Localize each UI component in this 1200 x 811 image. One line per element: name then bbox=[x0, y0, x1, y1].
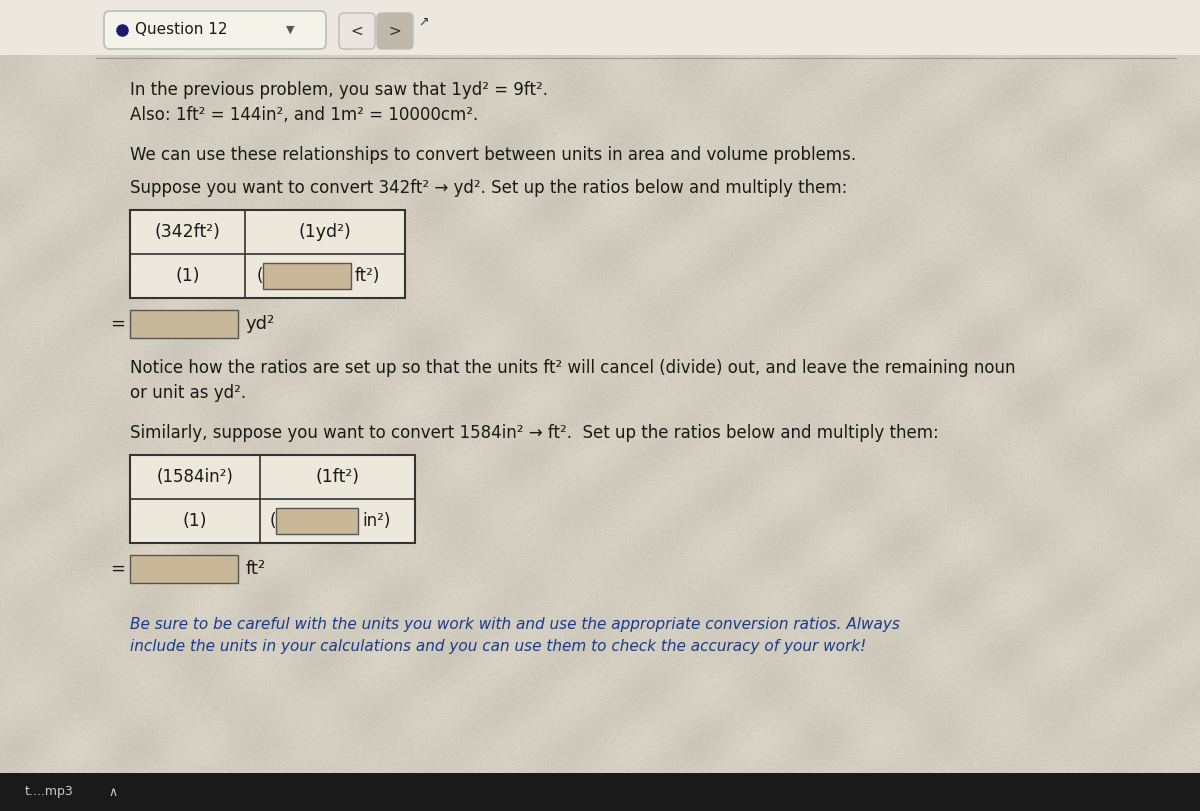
FancyBboxPatch shape bbox=[377, 13, 413, 49]
Text: yd²: yd² bbox=[246, 315, 275, 333]
Text: t....mp3: t....mp3 bbox=[25, 786, 73, 799]
Text: Similarly, suppose you want to convert 1584in² → ft².  Set up the ratios below a: Similarly, suppose you want to convert 1… bbox=[130, 424, 938, 442]
FancyBboxPatch shape bbox=[340, 13, 374, 49]
Text: Question 12: Question 12 bbox=[134, 23, 228, 37]
Text: ▼: ▼ bbox=[286, 25, 294, 35]
Text: ft²: ft² bbox=[246, 560, 266, 578]
Text: (1ft²): (1ft²) bbox=[316, 468, 360, 486]
Text: <: < bbox=[350, 24, 364, 38]
Text: Suppose you want to convert 342ft² → yd². Set up the ratios below and multiply t: Suppose you want to convert 342ft² → yd²… bbox=[130, 179, 847, 197]
Bar bbox=[263, 263, 352, 289]
Text: (1): (1) bbox=[175, 267, 199, 285]
Text: (1): (1) bbox=[182, 512, 208, 530]
Text: >: > bbox=[389, 24, 401, 38]
Text: or unit as yd².: or unit as yd². bbox=[130, 384, 246, 402]
Bar bbox=[0, 0, 1200, 55]
Text: include the units in your calculations and you can use them to check the accurac: include the units in your calculations a… bbox=[130, 638, 866, 654]
Bar bbox=[130, 555, 238, 583]
Text: ft²): ft²) bbox=[355, 267, 380, 285]
Text: =: = bbox=[110, 560, 125, 578]
Bar bbox=[130, 310, 238, 338]
Bar bbox=[0, 773, 1200, 811]
Bar bbox=[276, 508, 358, 534]
Text: Also: 1ft² = 144in², and 1m² = 10000cm².: Also: 1ft² = 144in², and 1m² = 10000cm². bbox=[130, 106, 479, 124]
Text: Be sure to be careful with the units you work with and use the appropriate conve: Be sure to be careful with the units you… bbox=[130, 616, 900, 632]
Text: (1584in²): (1584in²) bbox=[156, 468, 234, 486]
FancyBboxPatch shape bbox=[104, 11, 326, 49]
Text: in²): in²) bbox=[362, 512, 390, 530]
Text: (: ( bbox=[270, 512, 276, 530]
Text: In the previous problem, you saw that 1yd² = 9ft².: In the previous problem, you saw that 1y… bbox=[130, 81, 548, 99]
Text: (1yd²): (1yd²) bbox=[299, 223, 352, 241]
Text: ↗: ↗ bbox=[418, 15, 428, 28]
Bar bbox=[130, 210, 406, 298]
Text: (: ( bbox=[257, 267, 263, 285]
Text: Notice how the ratios are set up so that the units ft² will cancel (divide) out,: Notice how the ratios are set up so that… bbox=[130, 359, 1015, 377]
Bar bbox=[130, 455, 415, 543]
Text: =: = bbox=[110, 315, 125, 333]
Text: ∧: ∧ bbox=[108, 786, 118, 799]
Text: (342ft²): (342ft²) bbox=[155, 223, 221, 241]
Text: We can use these relationships to convert between units in area and volume probl: We can use these relationships to conver… bbox=[130, 146, 856, 164]
